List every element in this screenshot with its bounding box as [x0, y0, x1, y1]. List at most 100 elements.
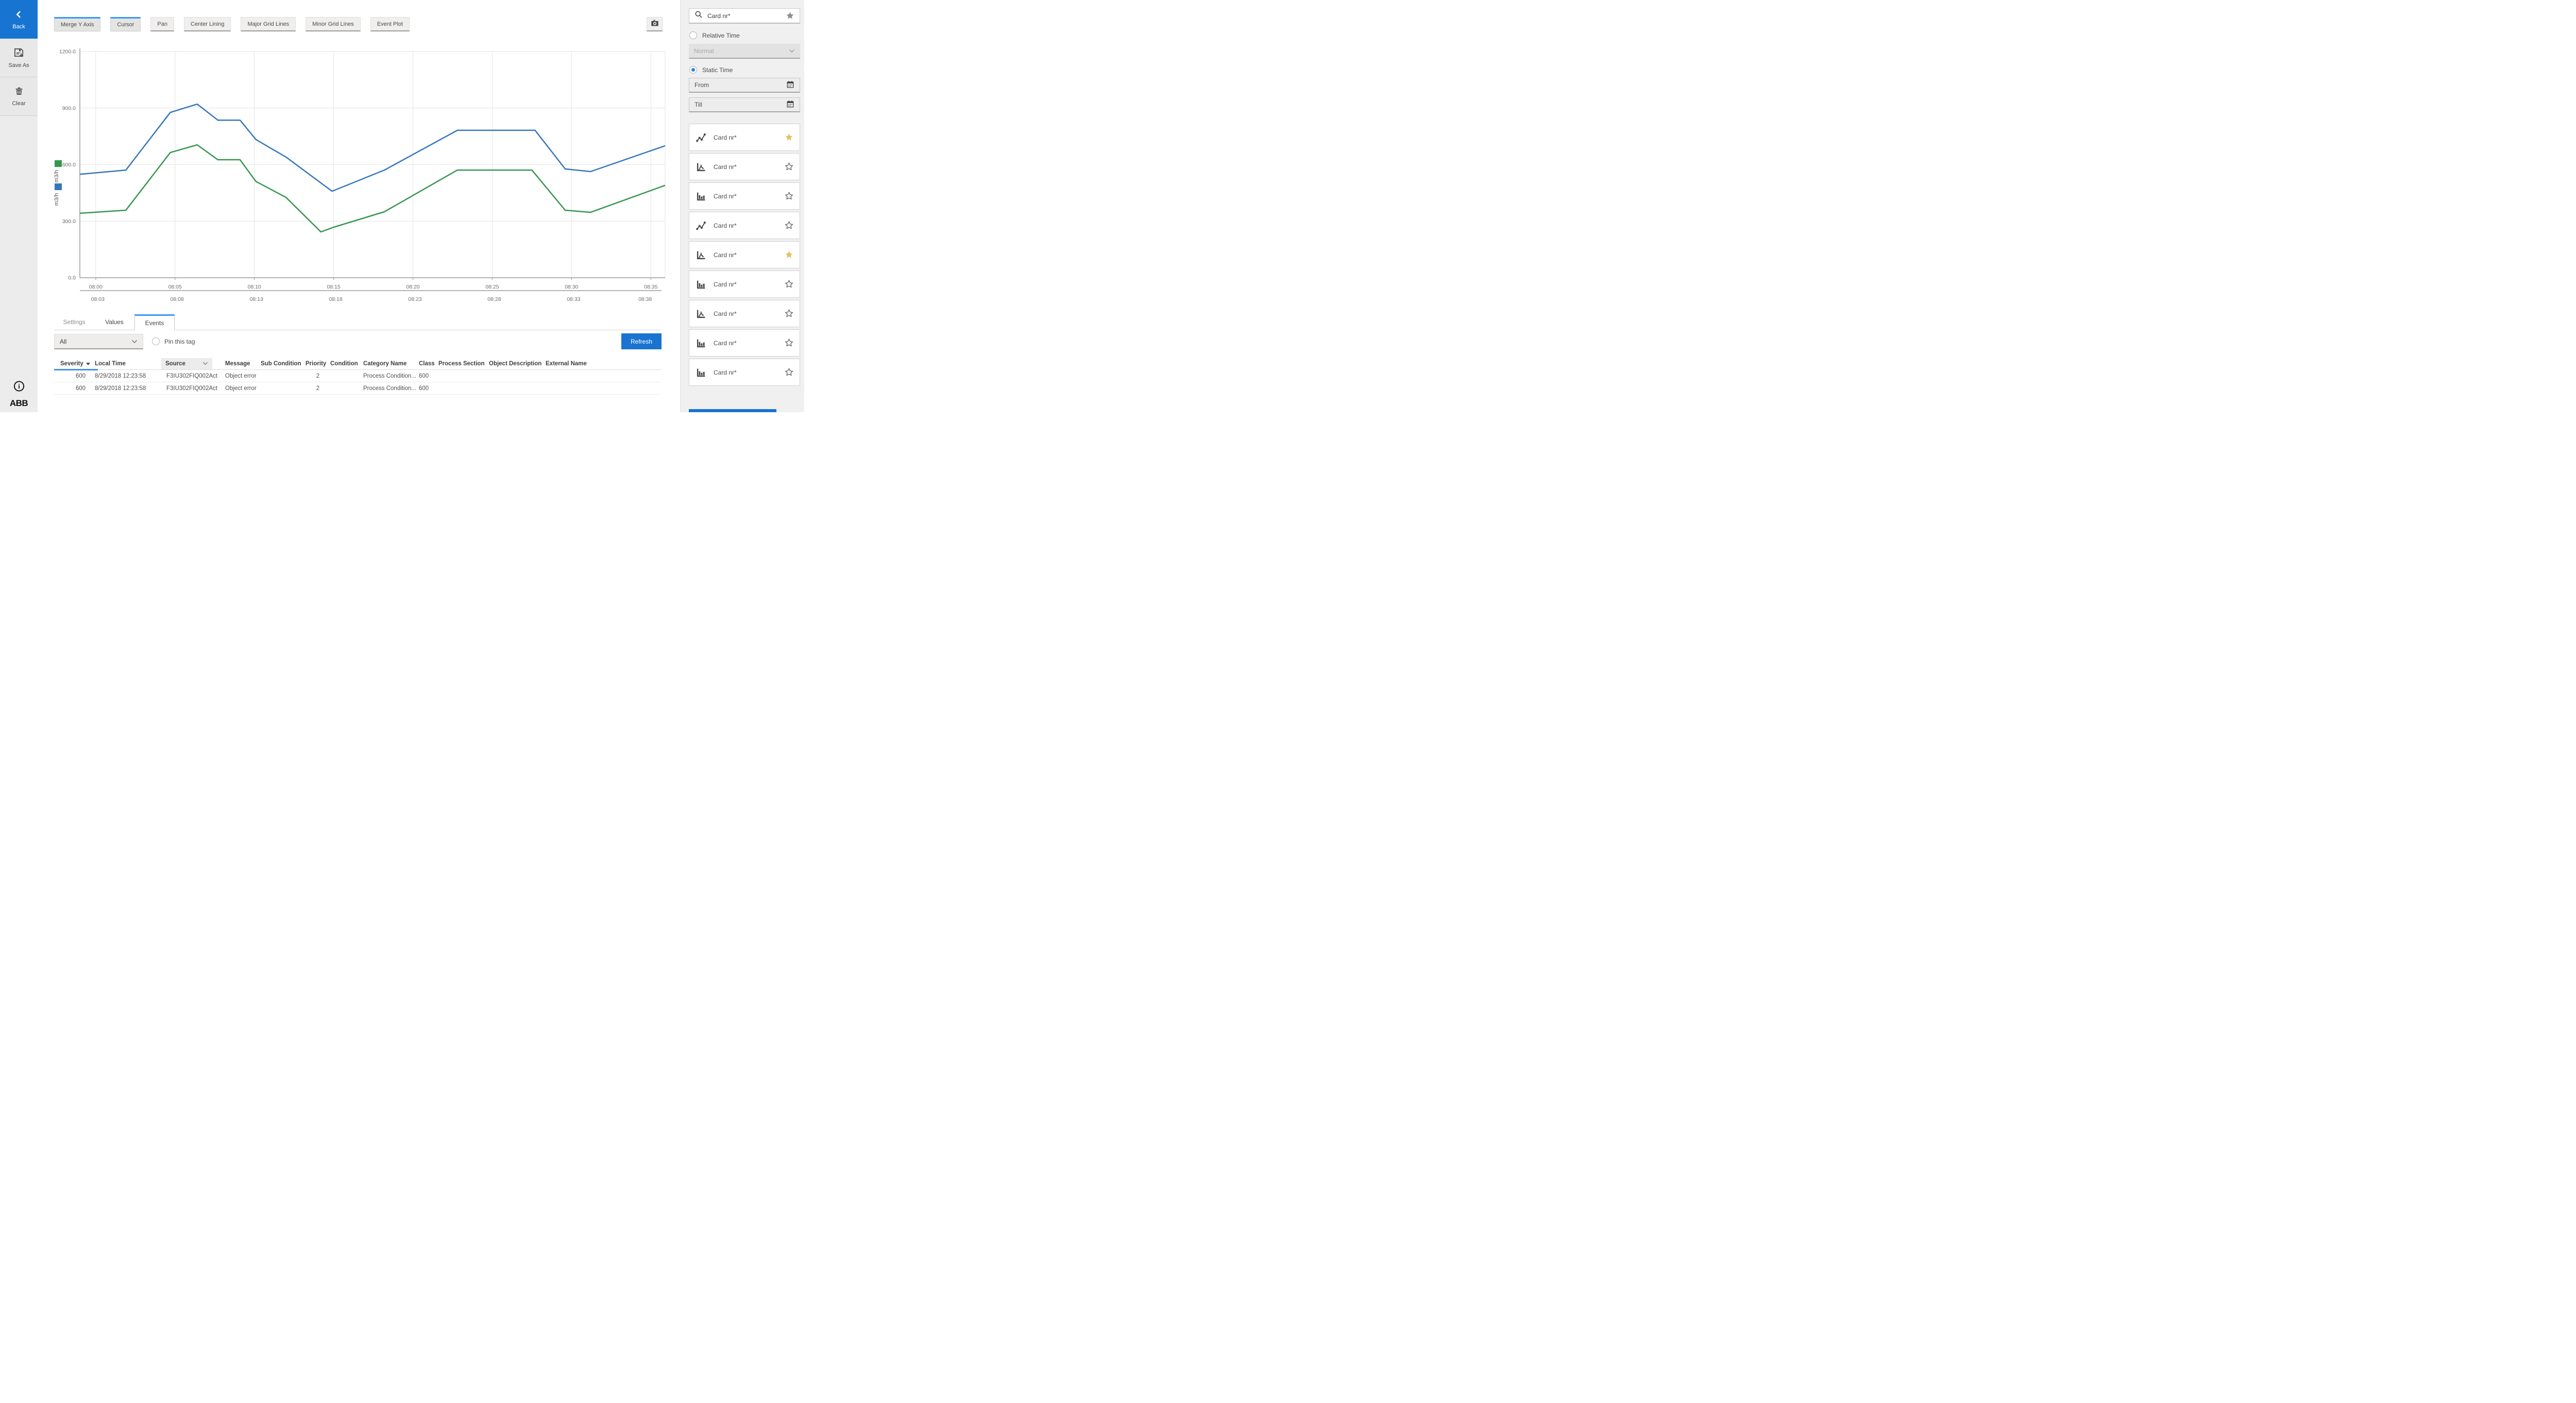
event-row[interactable]: 600 8/29/2018 12:23:58 F3IU302FIQ002Act Obj…	[54, 370, 661, 382]
sorted-column-indicator	[54, 369, 98, 370]
relative-mode-select[interactable]: Normal	[689, 44, 800, 59]
chevron-left-icon	[14, 9, 24, 21]
legend-unit-label: m3/h	[54, 193, 60, 206]
events-table-body: 600 8/29/2018 12:23:58 F3IU302FIQ002Act Obj…	[54, 370, 661, 395]
column-header-object-description[interactable]: Object Description	[489, 361, 542, 367]
favorite-star-filled-icon[interactable]	[785, 133, 793, 142]
axis-label: 08:25	[485, 284, 499, 290]
favorite-star-filled-icon[interactable]	[785, 250, 793, 259]
favorite-star-icon[interactable]	[785, 221, 793, 230]
favorite-star-icon[interactable]	[785, 339, 793, 347]
column-header-class[interactable]: Class	[419, 361, 435, 367]
toolbar-button-minor-grid-lines[interactable]: Minor Grid Lines	[306, 17, 361, 31]
scrollbar-track[interactable]	[804, 0, 808, 412]
card-item-2[interactable]: Card nr*	[689, 153, 800, 180]
favorite-star-icon[interactable]	[785, 192, 793, 200]
event-cell-local-time: 8/29/2018 12:23:58	[95, 373, 146, 379]
card-list: Card nr* Card nr* Card nr* Card nr* Card nr*…	[689, 124, 800, 386]
source-filter-select[interactable]: Source	[161, 358, 212, 369]
column-header-process-section[interactable]: Process Section	[438, 361, 485, 367]
column-header-sub-condition[interactable]: Sub Condition	[261, 361, 301, 367]
bar-chart-icon	[696, 337, 707, 349]
toolbar-button-center-lining[interactable]: Center Lining	[184, 17, 231, 31]
event-cell-class: 600	[419, 385, 429, 392]
column-header-source[interactable]: Source	[161, 358, 225, 369]
pin-this-tag: Pin this tag	[152, 337, 195, 345]
partially-visible-card-accent[interactable]	[689, 409, 776, 412]
relative-time-radio[interactable]	[689, 31, 697, 39]
from-date-input[interactable]: From	[689, 78, 800, 93]
card-item-1[interactable]: Card nr*	[689, 124, 800, 151]
event-cell-class: 600	[419, 373, 429, 379]
event-filter-select[interactable]: All	[54, 334, 143, 349]
axis-label: 08:03	[91, 296, 105, 302]
chevron-down-icon	[202, 361, 208, 367]
chevron-down-icon	[131, 338, 138, 345]
favorites-filter-star[interactable]	[786, 11, 794, 20]
card-item-4[interactable]: Card nr*	[689, 212, 800, 239]
card-item-3[interactable]: Card nr*	[689, 182, 800, 210]
favorite-star-icon[interactable]	[785, 280, 793, 289]
toolbar-button-merge-y-axis[interactable]: Merge Y Axis	[54, 17, 101, 31]
event-cell-priority: 2	[316, 385, 320, 392]
trend-chart[interactable]: 0.0 300.0 600.0 900.0 1200.0 08:00 08:05 08:10 0…	[38, 0, 680, 309]
axis-label: 08:28	[487, 296, 501, 302]
favorite-star-icon[interactable]	[785, 309, 793, 318]
card-item-8[interactable]: Card nr*	[689, 329, 800, 357]
clear-button[interactable]: Clear	[0, 77, 38, 116]
back-button[interactable]: Back	[0, 0, 38, 39]
column-header-external-name[interactable]: External Name	[546, 361, 587, 367]
axis-label: 08:18	[329, 296, 342, 302]
card-item-9[interactable]: Card nr*	[689, 359, 800, 386]
legend-unit-label: m3/h	[54, 170, 60, 182]
card-label: Card nr*	[714, 310, 737, 317]
trend-line-0	[79, 103, 666, 192]
tab-values[interactable]: Values	[94, 314, 134, 330]
column-header-severity[interactable]: Severity	[54, 360, 95, 367]
tab-events[interactable]: Events	[134, 314, 175, 330]
till-date-input[interactable]: Till	[689, 97, 800, 112]
card-item-5[interactable]: Card nr*	[689, 241, 800, 268]
pin-this-tag-radio[interactable]	[152, 337, 160, 345]
favorite-star-icon[interactable]	[785, 162, 793, 171]
toolbar-button-major-grid-lines[interactable]: Major Grid Lines	[241, 17, 296, 31]
event-cell-message: Object error	[225, 373, 257, 379]
toolbar-button-pan[interactable]: Pan	[150, 17, 174, 31]
snapshot-button[interactable]	[647, 17, 663, 31]
left-sidebar: Back Save As Clear i ABB	[0, 0, 38, 412]
card-label: Card nr*	[714, 368, 737, 376]
column-header-local-time[interactable]: Local Time	[95, 361, 126, 367]
toolbar-button-event-plot[interactable]: Event Plot	[370, 17, 410, 31]
events-table-header: Severity Local Time Source Message Sub Condi…	[54, 358, 661, 370]
static-time-radio[interactable]	[689, 66, 697, 74]
card-search-value: Card nr*	[707, 12, 731, 20]
card-search-input[interactable]: Card nr*	[689, 8, 800, 24]
save-as-button[interactable]: Save As	[0, 39, 38, 77]
column-header-priority[interactable]: Priority	[306, 361, 327, 367]
refresh-button[interactable]: Refresh	[621, 333, 662, 349]
toolbar-button-cursor[interactable]: Cursor	[110, 17, 141, 31]
axis-label: 08:15	[327, 284, 340, 290]
column-header-message[interactable]: Message	[225, 361, 250, 367]
info-button[interactable]: i	[13, 380, 25, 394]
card-label: Card nr*	[714, 222, 737, 229]
event-cell-source: F3IU302FIQ002Act	[166, 385, 218, 392]
event-cell-severity: 600	[75, 373, 86, 379]
tab-settings[interactable]: Settings	[54, 314, 94, 330]
column-header-category-name[interactable]: Category Name	[363, 361, 407, 367]
scatter-line-icon	[696, 220, 707, 231]
card-label: Card nr*	[714, 251, 737, 259]
axis-label: 08:00	[89, 284, 103, 290]
favorite-star-icon[interactable]	[785, 368, 793, 377]
relative-time-option: Relative Time	[689, 31, 740, 39]
axis-label: 1200.0	[59, 49, 76, 55]
card-item-6[interactable]: Card nr*	[689, 271, 800, 298]
save-icon	[13, 47, 24, 60]
bar-chart-icon	[696, 367, 707, 378]
event-row[interactable]: 600 8/29/2018 12:23:58 F3IU302FIQ002Act Obj…	[54, 382, 661, 395]
from-placeholder: From	[694, 81, 709, 89]
trash-icon	[14, 86, 24, 98]
column-header-condition[interactable]: Condition	[330, 361, 358, 367]
card-item-7[interactable]: Card nr*	[689, 300, 800, 327]
axis-label: 08:33	[567, 296, 580, 302]
